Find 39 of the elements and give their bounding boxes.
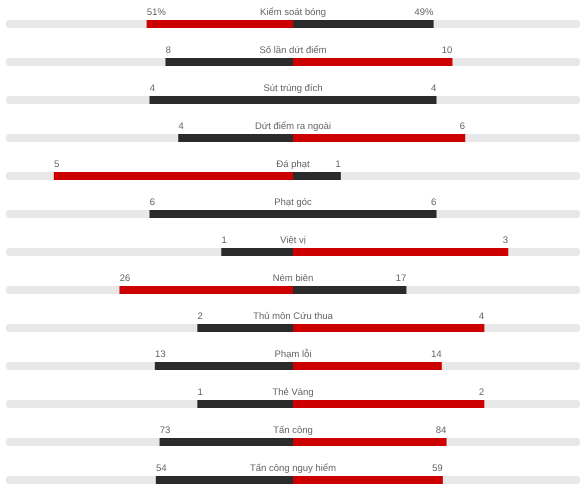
data-label: 4: [479, 312, 484, 319]
data-label: 4: [150, 84, 155, 91]
y-tick-label: Phạt góc: [275, 198, 312, 207]
data-label: 59: [432, 464, 442, 472]
y-tick-label: Thẻ Vàng: [272, 388, 313, 397]
data-label: 10: [442, 46, 452, 54]
y-tick-label: Kiểm soát bóng: [260, 7, 326, 17]
data-label: 73: [160, 426, 170, 434]
y-tick-label: Đá phạt: [276, 160, 310, 169]
data-label: 3: [503, 236, 508, 244]
data-label: 14: [432, 350, 442, 357]
data-label: 4: [431, 84, 436, 91]
data-label: 54: [156, 464, 166, 472]
data-label: 26: [120, 274, 130, 282]
data-label: 1: [336, 160, 340, 167]
data-label: 13: [156, 350, 166, 358]
data-label: 49%: [414, 8, 434, 16]
y-tick-label: Dứt điểm ra ngoài: [256, 121, 330, 131]
data-label: 6: [460, 122, 465, 130]
data-label: 4: [178, 122, 184, 129]
data-label: 8: [166, 46, 171, 54]
y-tick-label: Tấn công: [273, 426, 312, 435]
data-label: 6: [432, 198, 436, 206]
y-tick-label: Số lần dứt điểm: [260, 45, 326, 54]
y-tick-label: Sút trúng đích: [264, 84, 322, 93]
y-tick-label: Việt vị: [280, 236, 306, 244]
data-label: 84: [436, 426, 446, 434]
y-tick-label: Thủ môn Cứu thua: [253, 312, 333, 320]
data-label: 5: [54, 160, 59, 168]
data-label: 1: [198, 388, 202, 395]
data-label: 6: [150, 198, 155, 206]
y-tick-label: Phạm lỗi: [275, 348, 311, 358]
data-label: 51%: [147, 8, 166, 16]
y-tick-label: Tấn công nguy hiểm: [250, 463, 336, 473]
data-label: 1: [222, 236, 226, 243]
data-label: 17: [396, 274, 406, 281]
data-label: 2: [479, 388, 484, 395]
data-label: 2: [198, 312, 202, 319]
y-tick-label: Ném biên: [273, 274, 313, 282]
